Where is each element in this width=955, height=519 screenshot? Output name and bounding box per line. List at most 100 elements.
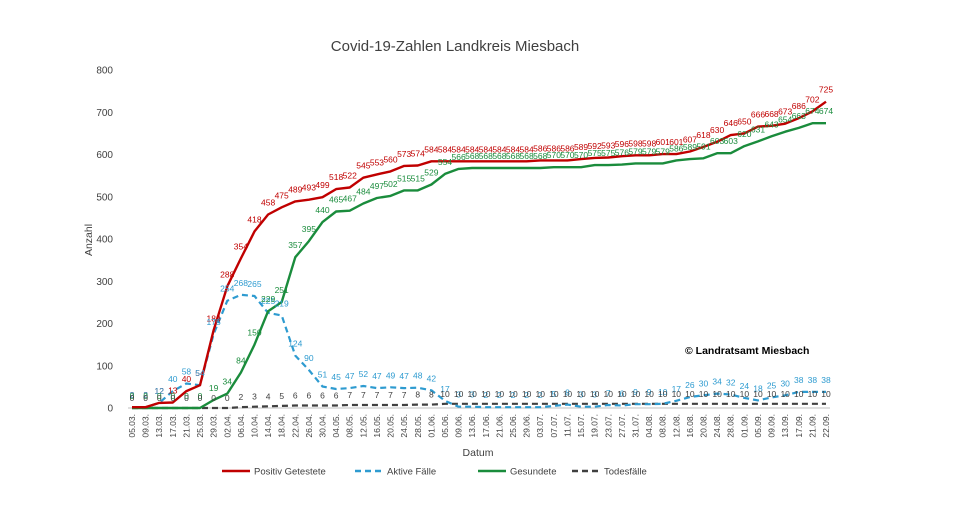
data-label: 673 — [778, 107, 792, 117]
data-label: 0 — [184, 393, 189, 403]
data-label: 475 — [275, 190, 289, 200]
data-label: 584 — [438, 144, 452, 154]
data-label: 251 — [275, 285, 289, 295]
data-label: 0 — [170, 393, 175, 403]
data-label: 10 — [508, 389, 518, 399]
data-label: 7 — [606, 388, 611, 398]
data-label: 575 — [588, 148, 602, 158]
data-label: 591 — [696, 141, 710, 151]
data-label: 10 — [536, 389, 546, 399]
y-tick-label: 500 — [96, 192, 113, 203]
legend: Positiv Getestete Aktive Fälle Gesundete To… — [222, 467, 647, 478]
series-line-0 — [132, 100, 827, 409]
data-label: 4 — [266, 391, 271, 401]
data-label: 2 — [483, 390, 488, 400]
data-label: 515 — [397, 173, 411, 183]
x-tick-label: 09.03. — [141, 414, 151, 438]
data-label: 54 — [195, 368, 205, 378]
y-tick-label: 100 — [96, 361, 113, 372]
data-label: 10 — [549, 389, 559, 399]
legend-label: Gesundete — [510, 467, 556, 478]
data-label: 566 — [451, 152, 465, 162]
data-label: 10 — [644, 389, 654, 399]
data-label: 643 — [764, 119, 778, 129]
data-label: 465 — [329, 195, 343, 205]
data-label: 584 — [520, 144, 534, 154]
data-label: 0 — [130, 391, 135, 401]
data-label: 10 — [481, 389, 491, 399]
data-label: 522 — [343, 170, 357, 180]
data-label: 7 — [388, 390, 393, 400]
data-label: 19 — [209, 383, 219, 393]
data-label: 0 — [157, 393, 162, 403]
data-label: 0 — [225, 393, 230, 403]
series-line-1 — [132, 293, 826, 409]
data-label: 631 — [751, 124, 765, 134]
data-label: 584 — [479, 144, 493, 154]
data-label: 489 — [288, 184, 302, 194]
data-label: 603 — [724, 136, 738, 146]
data-label: 568 — [506, 151, 520, 161]
data-label: 440 — [315, 205, 329, 215]
data-label: 10 — [454, 389, 464, 399]
data-label: 674 — [819, 106, 833, 116]
x-tick-label: 04.05. — [331, 414, 341, 438]
data-label: 7 — [361, 390, 366, 400]
data-label: 0 — [170, 391, 175, 401]
data-label: 54 — [195, 368, 205, 378]
data-label: 8 — [429, 390, 434, 400]
y-tick-label: 300 — [96, 277, 113, 288]
data-label: 3 — [470, 390, 475, 400]
x-tick-label: 29.06. — [522, 414, 532, 438]
data-label: 3 — [592, 390, 597, 400]
data-label: 254 — [220, 284, 234, 294]
x-tick-label: 21.09. — [807, 414, 817, 438]
data-label: 52 — [359, 369, 369, 379]
data-label: 10 — [440, 389, 450, 399]
data-label: 32 — [726, 377, 736, 387]
data-label: 725 — [819, 85, 833, 95]
data-label: 529 — [424, 167, 438, 177]
x-tick-label: 05.09. — [753, 414, 763, 438]
data-label: 579 — [628, 146, 642, 156]
data-label: 2 — [511, 390, 516, 400]
data-label: 40 — [182, 374, 192, 384]
x-tick-label: 09.06. — [454, 414, 464, 438]
data-label: 268 — [234, 278, 248, 288]
data-label: 12 — [154, 386, 164, 396]
data-label: 30 — [699, 378, 709, 388]
data-label: 225 — [261, 296, 275, 306]
data-label: 592 — [588, 141, 602, 151]
data-label: 586 — [669, 143, 683, 153]
x-tick-label: 29.03. — [209, 414, 219, 438]
data-label: 10 — [794, 389, 804, 399]
y-tick-label: 600 — [96, 150, 113, 161]
data-label: 229 — [261, 294, 275, 304]
y-tick-label: 800 — [96, 66, 113, 77]
x-tick-label: 27.07. — [617, 414, 627, 438]
data-label: 10 — [631, 389, 641, 399]
x-tick-label: 23.07. — [603, 414, 613, 438]
x-tick-label: 09.09. — [767, 414, 777, 438]
x-tick-label: 14.04. — [263, 414, 273, 438]
data-label: 51 — [318, 369, 328, 379]
x-tick-label: 16.05. — [372, 414, 382, 438]
data-label: 84 — [236, 356, 246, 366]
data-label: 6 — [293, 390, 298, 400]
data-label: 40 — [168, 374, 178, 384]
data-label: 265 — [247, 279, 261, 289]
data-label: 515 — [411, 173, 425, 183]
data-label: 607 — [683, 135, 697, 145]
data-label: 663 — [792, 111, 806, 121]
data-label: 568 — [465, 151, 479, 161]
x-tick-label: 18.04. — [277, 414, 287, 438]
y-tick-label: 200 — [96, 319, 113, 330]
legend-label: Aktive Fälle — [387, 467, 436, 478]
data-label: 10 — [699, 389, 709, 399]
x-tick-label: 20.05. — [386, 414, 396, 438]
data-label: 579 — [642, 146, 656, 156]
data-label: 9 — [647, 387, 652, 397]
x-tick-label: 16.08. — [685, 414, 695, 438]
